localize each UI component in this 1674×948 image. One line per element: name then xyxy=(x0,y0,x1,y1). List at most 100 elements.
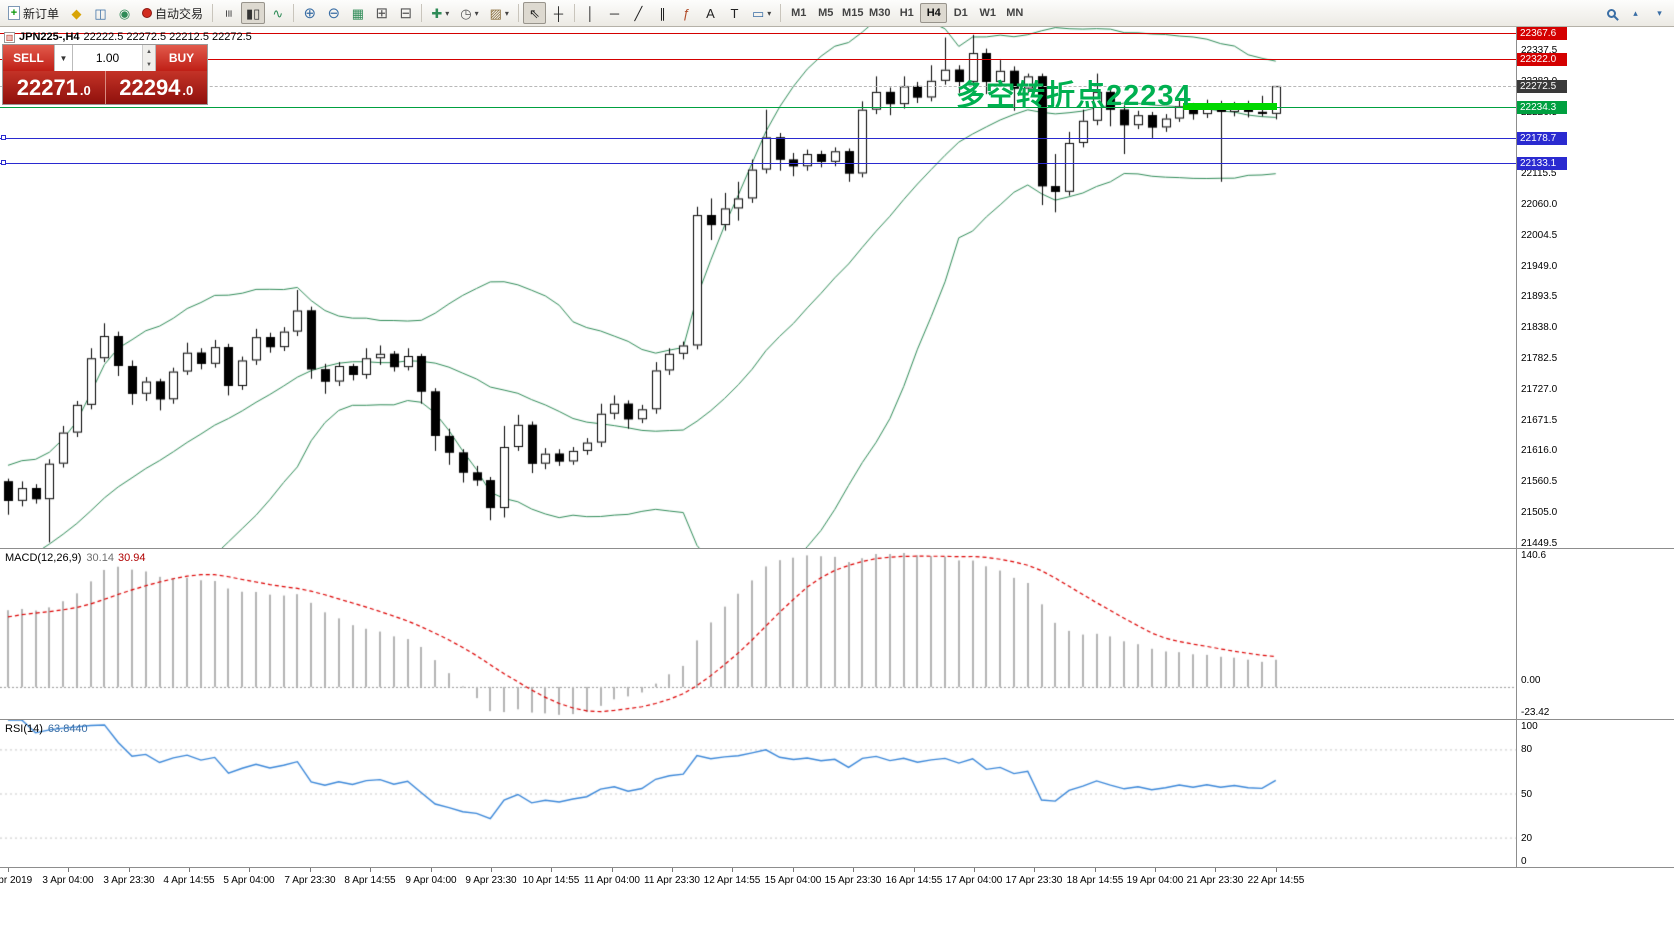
fibonacci-button[interactable]: ƒ xyxy=(675,2,698,24)
autotrading-label: 自动交易 xyxy=(155,6,204,21)
channel-button[interactable]: ∥ xyxy=(651,2,674,24)
highlight-level-segment[interactable] xyxy=(1183,103,1278,111)
buy-price-dec: .0 xyxy=(182,83,194,98)
timeframe-button-m30[interactable]: M30 xyxy=(869,7,891,19)
profiles-button[interactable]: ◆ xyxy=(65,2,88,24)
text-icon: A xyxy=(706,5,715,21)
time-tick xyxy=(249,868,250,872)
order-type-dropdown[interactable]: ▼ xyxy=(54,45,73,71)
macd-indicator-chart[interactable] xyxy=(0,549,1516,719)
trade-panel-controls: SELL ▼ 1.00 ▲ ▼ BUY xyxy=(3,45,207,71)
trendline-icon: ╱ xyxy=(634,5,643,21)
toolbar-scroll-down-button[interactable]: ▾ xyxy=(1648,2,1671,24)
time-tick xyxy=(612,868,613,872)
price-scale-label: 21838.0 xyxy=(1521,322,1558,334)
horizontal-level-line-22272.5[interactable] xyxy=(0,86,1516,88)
timeframe-button-w1[interactable]: W1 xyxy=(979,7,997,19)
clock-icon: ◷ xyxy=(460,5,472,21)
shapes-button[interactable]: ▭ ▾ xyxy=(747,2,776,24)
sell-button[interactable]: SELL xyxy=(3,45,54,71)
time-scale[interactable]: 2 Apr 2019 3 Apr 04:00 3 Apr 23:30 4 Apr 14… xyxy=(0,868,1674,894)
tile-windows-button[interactable]: ⊞ xyxy=(370,2,393,24)
time-scale-label: 22 Apr 14:55 xyxy=(1247,875,1305,886)
dropdown-arrow-icon: ▾ xyxy=(445,8,450,18)
horizontal-line-button[interactable]: ─ xyxy=(603,2,626,24)
cascade-windows-button[interactable]: ⊟ xyxy=(394,2,417,24)
timeframe-button-m1[interactable]: M1 xyxy=(791,7,807,19)
horizontal-level-line-22367.6[interactable] xyxy=(0,33,1516,35)
time-tick xyxy=(68,868,69,872)
panel-separator[interactable] xyxy=(0,867,1674,868)
line-handle[interactable] xyxy=(1,160,6,166)
timeframe-button-h1[interactable]: H1 xyxy=(899,7,914,19)
line-chart-button[interactable]: ∿ xyxy=(266,2,289,24)
new-order-button[interactable]: + 新订单 xyxy=(3,2,64,24)
bar-chart-button[interactable]: ≡ xyxy=(217,2,240,24)
price-scale-border xyxy=(1516,27,1517,868)
indicators-button[interactable]: ✚ ▾ xyxy=(426,2,454,24)
panel-separator[interactable] xyxy=(0,719,1674,720)
horizontal-level-line-22234.3[interactable] xyxy=(0,107,1516,109)
time-tick xyxy=(732,868,733,872)
panel-separator[interactable] xyxy=(0,548,1674,549)
search-icon xyxy=(1607,8,1616,18)
time-scale-label: 11 Apr 04:00 xyxy=(584,875,640,886)
chart-text-annotation[interactable]: 多空转折点22234 xyxy=(956,80,1192,112)
market-watch-button[interactable]: ◫ xyxy=(89,2,112,24)
autotrading-button[interactable]: 自动交易 xyxy=(137,2,208,24)
zoom-out-icon: ⊖ xyxy=(327,4,341,22)
timeframe-button-m15[interactable]: M15 xyxy=(842,7,864,19)
timeframe-button-h4[interactable]: H4 xyxy=(920,3,948,23)
volume-input[interactable]: 1.00 xyxy=(95,51,120,65)
bar-chart-icon: ≡ xyxy=(221,9,237,17)
vertical-line-button[interactable]: │ xyxy=(579,2,602,24)
candlestick-chart[interactable] xyxy=(0,27,1516,548)
price-scale-label: 21449.5 xyxy=(1521,537,1558,549)
timeframe-button-m5[interactable]: M5 xyxy=(818,7,834,19)
time-tick xyxy=(1215,868,1216,872)
buy-button[interactable]: BUY xyxy=(156,45,207,71)
cursor-button[interactable]: ⇖ xyxy=(522,2,546,24)
new-order-label: 新订单 xyxy=(23,6,60,21)
search-button[interactable] xyxy=(1600,2,1623,24)
text-button[interactable]: A xyxy=(699,2,722,24)
crosshair-icon: ┼ xyxy=(553,5,564,21)
time-scale-label: 4 Apr 14:55 xyxy=(163,875,215,886)
toolbar-scroll-up-button[interactable]: ▴ xyxy=(1624,2,1647,24)
sell-price[interactable]: 22271 .0 xyxy=(3,71,106,104)
tile-windows-icon: ⊞ xyxy=(375,4,389,22)
crosshair-button[interactable]: ┼ xyxy=(547,2,570,24)
rsi-indicator-chart[interactable] xyxy=(0,720,1516,867)
time-tick xyxy=(793,868,794,872)
price-tag-22367.6: 22367.6 xyxy=(1517,27,1567,41)
horizontal-level-line-22133.1[interactable] xyxy=(0,163,1516,165)
horizontal-level-line-22322.0[interactable] xyxy=(0,58,1516,60)
timeframe-button-mn[interactable]: MN xyxy=(1006,7,1024,19)
line-handle[interactable] xyxy=(1,135,6,141)
zoom-in-button[interactable]: ⊕ xyxy=(298,2,321,24)
zoom-out-button[interactable]: ⊖ xyxy=(322,2,345,24)
price-scale-label: 22337.5 xyxy=(1521,45,1558,57)
volume-increase-button[interactable]: ▲ xyxy=(143,45,155,58)
price-scale-label: 22115.5 xyxy=(1521,168,1557,180)
price-scale[interactable]: 22367.6 22322.0 22272.5 22234.3 22178.7 22133… xyxy=(1517,27,1674,868)
periods-button[interactable]: ◷ ▾ xyxy=(455,2,483,24)
time-scale-label: 7 Apr 23:30 xyxy=(284,875,336,886)
horizontal-level-line-22178.7[interactable] xyxy=(0,138,1516,140)
time-tick xyxy=(370,868,371,872)
timeframe-button-d1[interactable]: D1 xyxy=(953,7,968,19)
navigator-button[interactable]: ◉ xyxy=(113,2,136,24)
horizontal-line-icon: ─ xyxy=(609,5,620,21)
candlestick-chart-button[interactable]: ▮▯ xyxy=(241,2,266,24)
templates-button[interactable]: ▨ ▾ xyxy=(485,2,514,24)
label-button[interactable]: T xyxy=(723,2,746,24)
price-scale-label: 22004.5 xyxy=(1521,229,1558,241)
toolbar-separator xyxy=(780,4,782,22)
grid-button[interactable]: ▦ xyxy=(346,2,369,24)
shapes-icon: ▭ xyxy=(751,5,765,21)
label-icon: T xyxy=(730,5,739,21)
trendline-button[interactable]: ╱ xyxy=(627,2,650,24)
buy-price[interactable]: 22294 .0 xyxy=(105,71,207,104)
volume-decrease-button[interactable]: ▼ xyxy=(143,58,155,71)
rsi-scale-label: 0 xyxy=(1521,856,1527,867)
